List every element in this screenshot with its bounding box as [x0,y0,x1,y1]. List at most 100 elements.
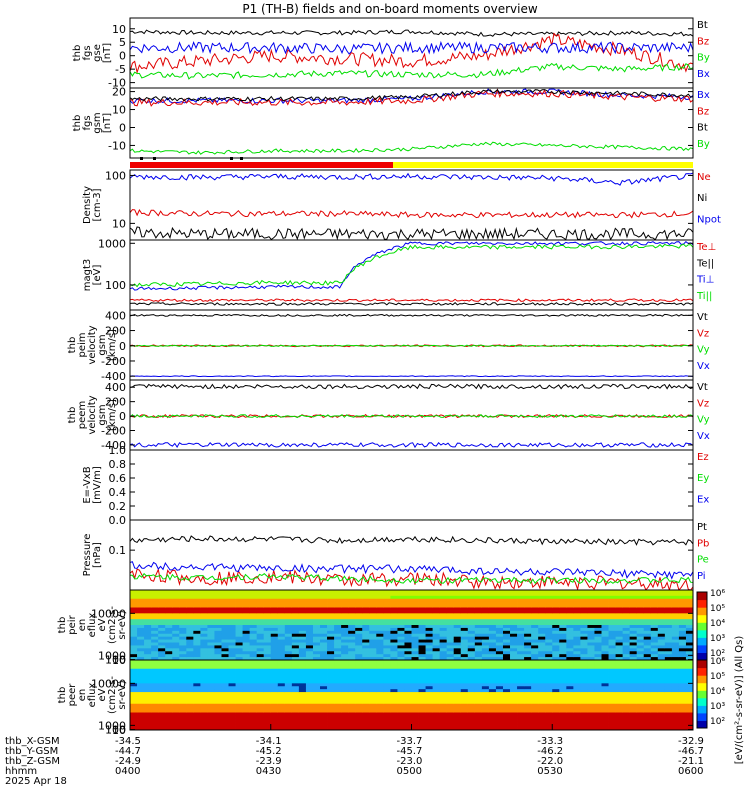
heat-cell [270,665,279,670]
heat-cell [298,642,307,646]
heat-cell [284,718,293,722]
heat-cell [432,662,441,667]
heat-cell [474,633,483,638]
heat-cell [172,683,180,687]
heat-cell [341,706,349,710]
heat-cell [671,718,680,722]
heat-cell [587,627,595,632]
heat-cell [615,660,624,664]
heat-cell [235,613,243,617]
heat-cell [193,709,201,713]
heat-cell [573,645,581,649]
heat-cell [221,616,229,620]
heat-cell [390,683,398,687]
heat-cell [207,674,215,678]
heat-cell [193,660,201,664]
heat-cell [369,718,377,722]
heat-cell [172,689,180,693]
heat-cell [636,677,645,681]
heat-cell [355,598,363,603]
heat-cell [552,709,560,713]
heat-cell [298,703,307,708]
heat-cell [397,671,405,675]
heat-cell [573,686,581,690]
heat-cell [200,697,208,702]
heat-cell [221,633,229,638]
heat-cell [165,706,173,710]
heat-cell [685,712,694,716]
heat-cell [566,700,574,705]
heat-cell [235,703,243,708]
heat-cell [214,633,222,638]
heat-cell [369,674,377,678]
heat-cell [130,689,138,693]
heat-cell [165,677,173,681]
heat-cell [502,680,511,684]
heat-cell [277,665,286,670]
heat-cell [305,639,314,643]
heat-cell [383,630,391,635]
heat-cell [355,692,363,696]
heat-cell [284,604,293,608]
heat-cell [298,630,307,635]
heat-cell [685,706,694,710]
heat-cell [559,671,567,675]
heat-cell [298,695,307,699]
heat-cell [495,686,504,690]
heat-cell [256,625,265,629]
heat-cell [664,703,673,708]
heat-cell [418,668,426,673]
heat-cell [453,619,462,623]
heat-cell [524,715,532,719]
heat-cell [172,668,180,673]
heat-cell [151,595,159,600]
heat-cell [362,630,370,635]
heat-cell [552,692,560,696]
heat-cell [594,657,602,661]
heat-cell [256,706,265,710]
heat-cell [495,674,504,678]
heat-cell [587,680,595,684]
heat-cell [249,677,258,681]
heat-cell [291,700,300,705]
heat-cell [622,662,631,667]
heat-cell [256,592,265,597]
heat-cell [256,718,265,722]
heat-cell [594,703,602,708]
heat-cell [643,630,652,635]
heat-cell [608,724,616,728]
heat-cell [341,674,349,678]
heat-cell [685,700,694,705]
heat-cell [495,633,504,638]
heat-cell [334,668,342,673]
heat-cell [573,657,581,661]
heat-cell [678,604,687,608]
heat-cell [277,662,286,667]
ytick-label: 200 [105,325,126,338]
colorbar-cell [697,614,707,623]
heat-cell [601,662,609,667]
heat-cell [502,724,511,728]
heat-cell [538,651,546,655]
heat-cell [193,689,201,693]
heat-cell [552,639,560,643]
heat-cell [678,590,687,594]
heat-cell [235,674,243,678]
heat-cell [657,601,666,605]
heat-cell [193,633,201,638]
heat-cell [453,642,462,646]
heat-cell [594,610,602,614]
heat-cell [601,689,609,693]
heat-cell [144,674,152,678]
heat-cell [432,671,441,675]
heat-cell [130,671,138,675]
heat-cell [411,668,419,673]
heat-cell [172,657,180,661]
heat-cell [488,639,497,643]
heat-cell [425,590,434,594]
heat-cell [312,598,321,603]
heat-cell [531,715,539,719]
heat-cell [657,709,666,713]
heat-cell [200,636,208,640]
